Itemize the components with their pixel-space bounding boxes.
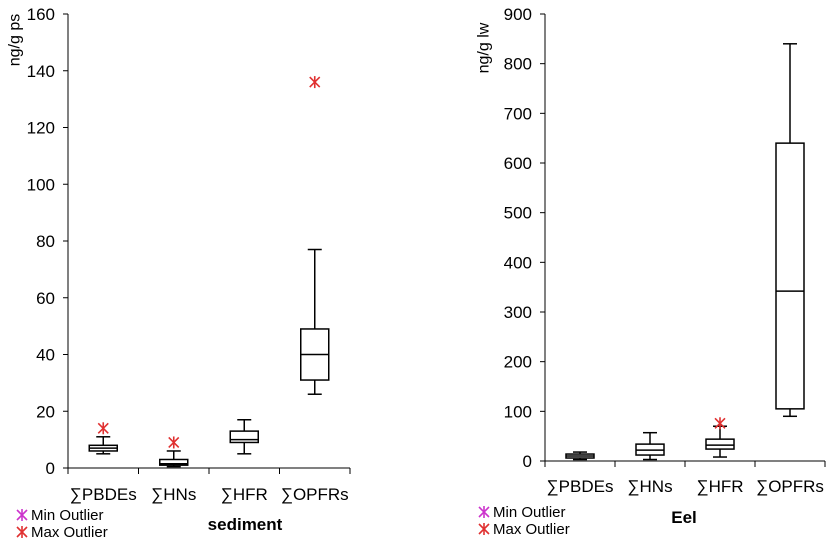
- x-category-label: ∑HFR: [696, 477, 743, 496]
- y-tick-label: 120: [27, 119, 55, 138]
- y-tick-label: 500: [504, 204, 532, 223]
- y-tick-label: 300: [504, 303, 532, 322]
- panel-title: sediment: [208, 515, 283, 534]
- box-0: [565, 451, 595, 461]
- min-outlier-legend-icon: [16, 509, 28, 521]
- max-outlier-point: [309, 76, 321, 89]
- iqr-box: [159, 458, 189, 466]
- box-0: [88, 436, 118, 455]
- max-outlier-point: [714, 417, 726, 430]
- y-tick-label: 160: [27, 5, 55, 24]
- y-tick-label: 40: [36, 346, 55, 365]
- box-1: [159, 450, 189, 468]
- box-2: [229, 419, 259, 455]
- box-1: [635, 431, 665, 461]
- y-tick-label: 900: [504, 5, 532, 24]
- x-category-label: ∑PBDEs: [547, 477, 614, 496]
- max-outlier-legend-icon: [478, 523, 490, 535]
- y-axis-label: ng/g lw: [476, 22, 493, 73]
- max-outlier-legend-label: Max Outlier: [493, 521, 570, 538]
- y-tick-label: 20: [36, 402, 55, 421]
- box-3: [300, 248, 330, 395]
- y-tick-label: 80: [36, 232, 55, 251]
- y-tick-label: 0: [523, 452, 532, 471]
- y-tick-label: 600: [504, 154, 532, 173]
- min-outlier-legend-label: Min Outlier: [493, 504, 566, 521]
- x-category-label: ∑HFR: [221, 485, 268, 504]
- y-axis-label: ng/g ps: [7, 14, 24, 66]
- y-tick-label: 140: [27, 62, 55, 81]
- sediment-panel: 0 20 40 60 80 100 120 140 160 ∑PBDEs ∑HNs ∑HFR ∑OPFR…: [7, 5, 351, 541]
- y-tick-label: 60: [36, 289, 55, 308]
- x-category-label: ∑HNs: [151, 485, 196, 504]
- x-category-label: ∑PBDEs: [70, 485, 137, 504]
- min-outlier-legend-icon: [478, 506, 490, 518]
- min-outlier-legend-label: Min Outlier: [31, 507, 104, 524]
- x-category-label: ∑OPFRs: [281, 485, 349, 504]
- y-tick-label: 400: [504, 253, 532, 272]
- iqr-box: [229, 430, 259, 444]
- max-outlier-legend-icon: [16, 526, 28, 538]
- max-outlier-legend-label: Max Outlier: [31, 524, 108, 541]
- iqr-box: [775, 142, 805, 410]
- iqr-box: [705, 438, 735, 450]
- max-outlier-point: [97, 422, 109, 435]
- eel-panel: 0 100 200 300 400 500 600 700 800 900 ∑PBDEs ∑HNs ∑H…: [476, 5, 826, 538]
- y-tick-label: 100: [504, 402, 532, 421]
- y-tick-label: 0: [46, 459, 55, 478]
- y-tick-label: 800: [504, 55, 532, 74]
- box-2: [705, 425, 735, 458]
- y-tick-label: 700: [504, 104, 532, 123]
- box-3: [775, 43, 805, 418]
- panel-title: Eel: [671, 508, 697, 527]
- x-category-label: ∑OPFRs: [756, 477, 824, 496]
- x-category-label: ∑HNs: [627, 477, 672, 496]
- y-tick-label: 200: [504, 353, 532, 372]
- y-tick-label: 100: [27, 175, 55, 194]
- max-outlier-point: [168, 436, 180, 449]
